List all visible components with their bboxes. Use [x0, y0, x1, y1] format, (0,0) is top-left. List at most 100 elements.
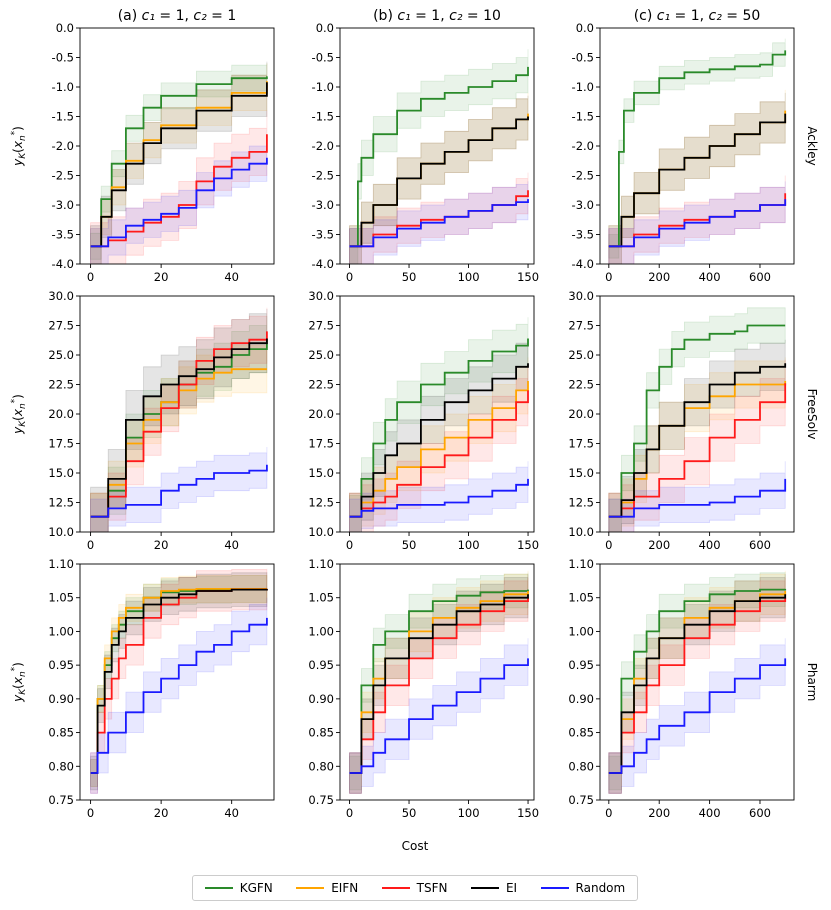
- line-tsfn: [608, 597, 787, 774]
- line-eifn: [349, 381, 529, 518]
- y-tick-label: 0.95: [308, 658, 334, 672]
- column-title: (b) c₁ = 1, c₂ = 10: [373, 8, 501, 24]
- line-random: [90, 464, 268, 518]
- line-random: [608, 658, 787, 774]
- y-tick-label: -3.5: [52, 228, 74, 242]
- y-tick-label: 27.5: [308, 319, 334, 333]
- line-random: [608, 199, 787, 248]
- y-tick-label: 30.0: [48, 289, 74, 303]
- y-tick-label: 1.05: [308, 591, 334, 605]
- legend-label: EIFN: [331, 881, 359, 895]
- line-random: [608, 478, 787, 518]
- x-tick-label: 40: [224, 270, 239, 284]
- y-tick-label: 17.5: [48, 437, 74, 451]
- band-tsfn: [608, 359, 786, 532]
- x-tick-label: 50: [402, 806, 417, 820]
- y-tick-label: -3.5: [572, 228, 594, 242]
- line-ei: [90, 588, 268, 774]
- x-tick-label: 0: [605, 270, 612, 284]
- legend-label: KGFN: [239, 881, 273, 895]
- y-tick-label: 25.0: [308, 348, 334, 362]
- y-tick-label: 0.80: [48, 759, 74, 773]
- legend-item-random: Random: [540, 881, 626, 895]
- x-tick-label: 0: [346, 806, 353, 820]
- column-title: (c) c₁ = 1, c₂ = 50: [634, 8, 761, 24]
- x-tick-label: 0: [87, 270, 94, 284]
- x-tick-label: 100: [458, 806, 480, 820]
- y-axis-label: yK(xn*): [10, 126, 28, 167]
- y-tick-label: 0.95: [568, 658, 594, 672]
- x-tick-label: 100: [458, 538, 480, 552]
- y-tick-label: -4.0: [52, 257, 74, 271]
- y-tick-label: 20.0: [48, 407, 74, 421]
- subplot-freesolv-3: 10.0 12.5 15.0 17.5 20.0 22.5 25.0 27.5 30.0 0 200…: [568, 289, 819, 552]
- x-tick-label: 150: [517, 270, 539, 284]
- legend-item-ei: EI: [470, 881, 517, 895]
- subplot-ackley-1: -4.0 -3.5 -3.0 -2.5 -2.0 -1.5 -1.0 -0.5 0.0 0 20 40…: [10, 8, 275, 284]
- y-tick-label: 1.10: [568, 557, 594, 571]
- y-tick-label: 0.90: [48, 692, 74, 706]
- y-tick-label: -1.0: [312, 80, 334, 94]
- x-tick-label: 200: [648, 806, 670, 820]
- x-tick-label: 50: [402, 538, 417, 552]
- y-tick-label: -1.5: [52, 110, 74, 124]
- y-tick-label: 20.0: [308, 407, 334, 421]
- y-tick-label: 0.0: [576, 21, 594, 35]
- band-random: [608, 461, 786, 532]
- x-tick-label: 200: [648, 270, 670, 284]
- legend-swatch: [470, 887, 499, 889]
- x-tick-label: 20: [154, 806, 169, 820]
- y-tick-label: -2.0: [52, 139, 74, 153]
- legend-label: TSFN: [416, 881, 448, 895]
- line-kgfn: [349, 338, 529, 518]
- y-tick-label: 1.05: [48, 591, 74, 605]
- y-tick-label: 25.0: [568, 348, 594, 362]
- y-tick-label: -2.5: [312, 169, 334, 183]
- line-tsfn: [349, 390, 529, 518]
- x-tick-label: 20: [154, 270, 169, 284]
- y-tick-label: 0.90: [568, 692, 594, 706]
- y-tick-label: 0.75: [48, 793, 74, 807]
- x-tick-label: 40: [224, 806, 239, 820]
- line-tsfn: [608, 383, 787, 518]
- x-tick-label: 0: [605, 806, 612, 820]
- legend-swatch: [296, 887, 325, 889]
- legend-item-kgfn: KGFN: [204, 881, 273, 895]
- y-axis-label: yK(xn*): [10, 394, 28, 435]
- band-random: [90, 597, 268, 794]
- y-tick-label: 22.5: [308, 378, 334, 392]
- y-tick-label: -2.0: [572, 139, 594, 153]
- y-tick-label: -4.0: [312, 257, 334, 271]
- column-title: (a) c₁ = 1, c₂ = 1: [118, 8, 237, 24]
- y-tick-label: -3.0: [52, 198, 74, 212]
- y-tick-label: 1.10: [48, 557, 74, 571]
- band-random: [608, 638, 786, 794]
- x-tick-label: 20: [154, 538, 169, 552]
- x-tick-label: 0: [87, 806, 94, 820]
- x-tick-label: 200: [648, 538, 670, 552]
- line-random: [349, 658, 529, 774]
- band-tsfn: [349, 172, 529, 264]
- legend-swatch: [540, 887, 569, 889]
- legend-item-eifn: EIFN: [296, 881, 358, 895]
- y-tick-label: 0.0: [316, 21, 334, 35]
- y-tick-label: 22.5: [568, 378, 594, 392]
- legend-label: Random: [575, 881, 626, 895]
- y-tick-label: 1.00: [48, 624, 74, 638]
- x-tick-label: 0: [87, 538, 94, 552]
- line-ei: [608, 594, 787, 774]
- legend-swatch: [381, 887, 410, 889]
- subplot-ackley-2: -4.0 -3.5 -3.0 -2.5 -2.0 -1.5 -1.0 -0.5 0.0 0 50 10…: [312, 8, 539, 284]
- y-tick-label: -0.5: [312, 51, 334, 65]
- x-tick-label: 0: [605, 538, 612, 552]
- x-tick-label: 150: [517, 806, 539, 820]
- y-tick-label: 0.75: [568, 793, 594, 807]
- y-tick-label: -3.5: [312, 228, 334, 242]
- y-tick-label: -1.5: [572, 110, 594, 124]
- x-tick-label: 40: [224, 538, 239, 552]
- x-tick-label: 400: [699, 270, 721, 284]
- legend: KGFN EIFN TSFN EI Random: [192, 875, 638, 901]
- y-tick-label: -4.0: [572, 257, 594, 271]
- line-tsfn: [349, 597, 529, 774]
